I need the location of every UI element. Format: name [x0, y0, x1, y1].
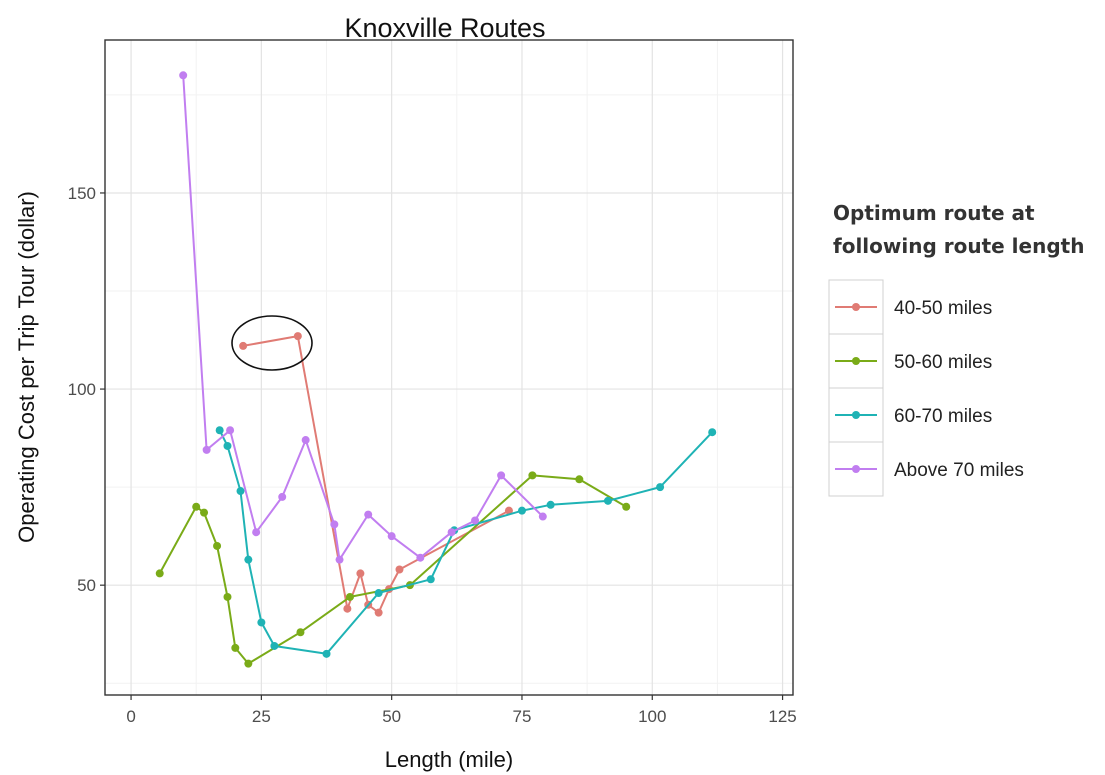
legend-item-40-50-miles: 40-50 miles [828, 279, 992, 335]
data-point-50-60-miles [622, 502, 631, 511]
data-point-50-60-miles [200, 508, 209, 517]
legend-label: 50-60 miles [894, 352, 992, 373]
series-60-70-miles [215, 426, 717, 658]
plot-border [104, 39, 794, 696]
legend-key-point [852, 411, 860, 419]
x-tick-label: 0 [126, 707, 135, 726]
data-point-60-70-miles [236, 487, 245, 496]
legend-label: Above 70 miles [894, 460, 1024, 481]
data-point-above-70-miles [416, 553, 425, 562]
data-point-60-70-miles [374, 589, 383, 598]
legend-item-50-60-miles: 50-60 miles [828, 333, 992, 389]
data-point-60-70-miles [270, 641, 279, 650]
plot-panel [105, 40, 793, 695]
x-tick-label: 75 [513, 707, 532, 726]
y-tick-label: 50 [77, 576, 96, 595]
data-point-60-70-miles [708, 428, 717, 437]
legend-key-point [852, 303, 860, 311]
legend-title-line-1: Optimum route at [833, 201, 1035, 225]
data-point-above-70-miles [202, 445, 211, 454]
y-axis-title: Operating Cost per Trip Tour (dollar) [14, 191, 39, 543]
data-point-60-70-miles [223, 441, 232, 450]
data-point-above-70-miles [179, 71, 188, 80]
legend-label: 40-50 miles [894, 298, 992, 319]
chart-title: Knoxville Routes [344, 13, 545, 43]
data-point-50-60-miles [244, 659, 253, 668]
data-point-50-60-miles [345, 592, 354, 601]
data-point-60-70-miles [244, 555, 253, 564]
gridlines [105, 40, 793, 695]
data-point-above-70-miles [226, 426, 235, 435]
data-point-50-60-miles [213, 541, 222, 550]
data-point-above-70-miles [252, 528, 261, 537]
series-above-70-miles [179, 71, 547, 564]
data-point-50-60-miles [155, 569, 164, 578]
data-point-50-60-miles [575, 475, 584, 484]
data-point-40-50-miles [293, 332, 302, 341]
data-point-above-70-miles [278, 492, 287, 501]
data-point-above-70-miles [335, 555, 344, 564]
data-point-60-70-miles [322, 649, 331, 658]
legend-title-line-2: following route length [833, 234, 1084, 258]
legend-label: 60-70 miles [894, 406, 992, 427]
data-point-above-70-miles [538, 512, 547, 521]
series-50-60-miles [155, 471, 631, 668]
axes: 0 25 50 75 100 125 50 100 150 [68, 184, 797, 726]
data-point-40-50-miles [395, 565, 404, 574]
legend-key-point [852, 465, 860, 473]
legend-key-point [852, 357, 860, 365]
data-point-50-60-miles [231, 643, 240, 652]
data-point-40-50-miles [239, 341, 248, 350]
data-point-above-70-miles [471, 516, 480, 525]
legend-item-above-70-miles: Above 70 miles [828, 441, 1024, 497]
annotation-ellipse [231, 315, 313, 371]
series-layer [155, 71, 717, 668]
data-point-50-60-miles [223, 592, 232, 601]
legend-items: 40-50 miles 50-60 miles 60-70 miles Above 7… [828, 279, 1024, 497]
data-point-60-70-miles [517, 506, 526, 515]
data-point-60-70-miles [546, 500, 555, 509]
x-tick-label: 50 [382, 707, 401, 726]
data-point-40-50-miles [504, 506, 513, 515]
data-point-60-70-miles [603, 496, 612, 505]
x-axis-title: Length (mile) [385, 747, 513, 772]
data-point-40-50-miles [343, 604, 352, 613]
data-point-above-70-miles [301, 436, 310, 445]
data-point-above-70-miles [364, 510, 373, 519]
data-point-60-70-miles [215, 426, 224, 435]
data-point-50-60-miles [528, 471, 537, 480]
data-point-60-70-miles [656, 483, 665, 492]
data-point-50-60-miles [192, 502, 201, 511]
data-point-50-60-miles [296, 628, 305, 637]
x-tick-label: 125 [768, 707, 796, 726]
data-point-above-70-miles [497, 471, 506, 480]
legend-item-60-70-miles: 60-70 miles [828, 387, 992, 443]
data-point-above-70-miles [447, 528, 456, 537]
data-point-40-50-miles [356, 569, 365, 578]
data-point-above-70-miles [387, 532, 396, 541]
x-tick-label: 100 [638, 707, 666, 726]
y-tick-label: 100 [68, 380, 96, 399]
data-point-above-70-miles [330, 520, 339, 529]
legend: Optimum route at following route length … [828, 201, 1084, 497]
data-point-40-50-miles [374, 608, 383, 617]
y-tick-label: 150 [68, 184, 96, 203]
data-point-60-70-miles [257, 618, 266, 627]
x-tick-label: 25 [252, 707, 271, 726]
data-point-60-70-miles [426, 575, 435, 584]
